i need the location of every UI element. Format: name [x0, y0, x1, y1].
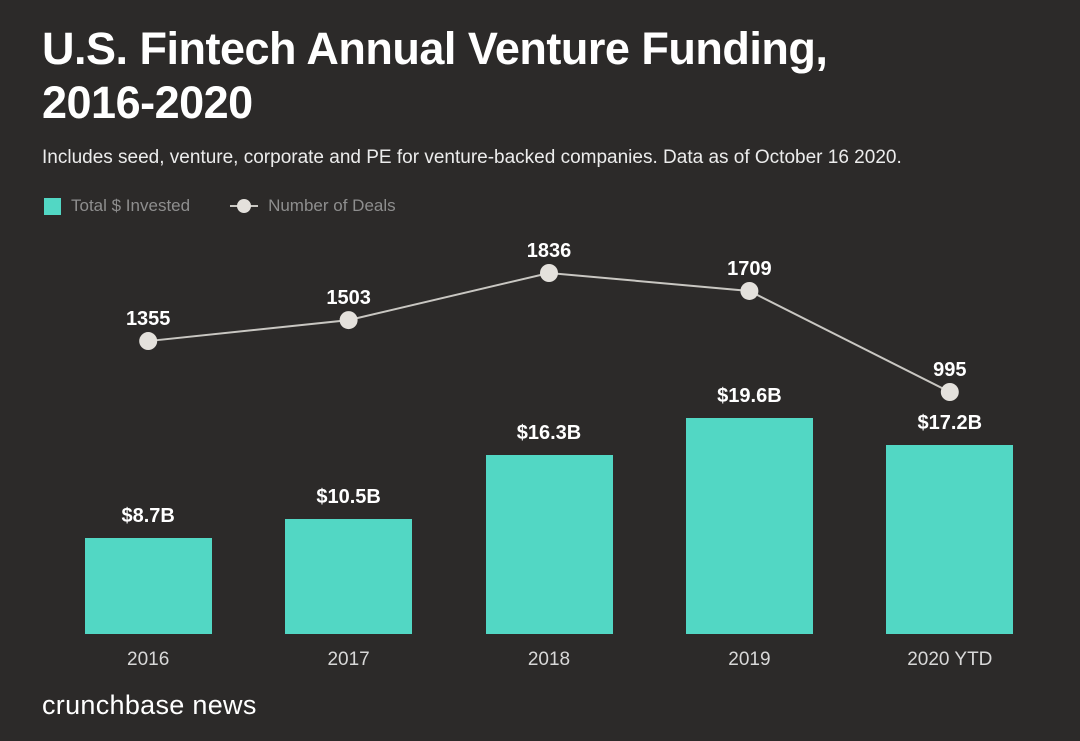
- legend-label-total-invested: Total $ Invested: [71, 196, 191, 215]
- deals-dot-2018: [540, 264, 558, 282]
- legend-item-total-invested: Total $ Invested: [44, 196, 190, 216]
- chart-title-line1: U.S. Fintech Annual Venture Funding,: [42, 23, 828, 74]
- x-axis-label-2020-ytd: 2020 YTD: [907, 649, 993, 670]
- x-axis-label-2017: 2017: [327, 649, 370, 670]
- chart-subtitle: Includes seed, venture, corporate and PE…: [42, 147, 902, 168]
- deals-line-path: [148, 271, 951, 393]
- legend-label-number-of-deals: Number of Deals: [268, 196, 396, 215]
- deals-dot-2017: [339, 311, 358, 330]
- crunchbase-news-logo: crunchbase news: [42, 690, 257, 720]
- deal-count-label-2019: 1709: [727, 257, 772, 280]
- dot-marker: [237, 199, 252, 213]
- x-axis-label-2016: 2016: [127, 649, 170, 670]
- legend-item-number-of-deals: Number of Deals: [230, 196, 396, 216]
- chart-plot-area: $8.7B 2016 1355 $10.5B 2017 1503 $16.3B 2018 183…: [0, 232, 1080, 678]
- chart-title: U.S. Fintech Annual Venture Funding, 2016…: [42, 22, 1038, 130]
- deal-count-label-2017: 1503: [326, 287, 371, 310]
- deal-count-label-2020-ytd: 995: [933, 359, 967, 381]
- bar-2019: [685, 418, 813, 634]
- chart-legend: Total $ Invested Number of Deals: [44, 196, 1080, 216]
- bar-2016: [84, 538, 212, 634]
- x-axis-label-2019: 2019: [728, 649, 771, 670]
- bar-value-label-2020-ytd: $17.2B: [917, 411, 983, 434]
- bar-2020-ytd: [886, 444, 1014, 634]
- bar-swatch-icon: [44, 197, 61, 215]
- deal-count-label-2018: 1836: [526, 240, 572, 262]
- bar-value-label-2019: $19.6B: [717, 385, 782, 408]
- deals-dot-2020-ytd: [940, 383, 959, 401]
- footer: crunchbase news: [0, 678, 1080, 721]
- line-dot-marker-icon: [230, 199, 259, 213]
- x-axis-label-2018: 2018: [527, 649, 571, 670]
- bar-value-label-2016: $8.7B: [121, 505, 175, 528]
- bar-value-label-2018: $16.3B: [516, 421, 582, 444]
- chart-title-line2: 2016-2020: [42, 77, 253, 128]
- bar-2018: [485, 454, 613, 634]
- bar-value-label-2017: $10.5B: [316, 485, 381, 508]
- deals-dot-2019: [740, 281, 759, 300]
- fintech-funding-chart-page: U.S. Fintech Annual Venture Funding, 2016…: [0, 0, 1080, 721]
- deals-dot-2016: [139, 332, 158, 351]
- bar-2017: [285, 518, 413, 634]
- deal-count-label-2016: 1355: [125, 308, 171, 331]
- chart-header: U.S. Fintech Annual Venture Funding, 2016…: [0, 0, 1080, 170]
